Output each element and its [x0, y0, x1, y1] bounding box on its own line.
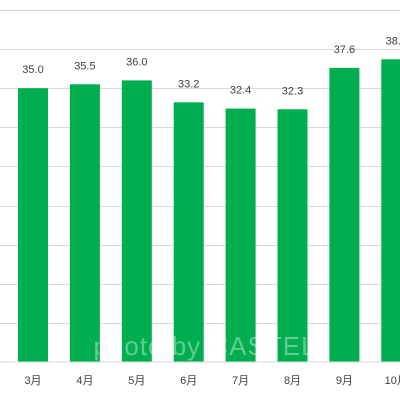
value-label-8: 38.7 — [386, 35, 400, 47]
bar-7 — [329, 67, 360, 363]
value-label-4: 33.2 — [178, 78, 199, 90]
x-tick-label-7: 9月 — [336, 375, 353, 387]
bars — [18, 59, 400, 363]
x-tick-label-3: 5月 — [128, 375, 145, 387]
x-tick-labels: 3月 4月 5月 6月 7月 8月 9月 10月 — [24, 375, 400, 387]
x-tick-label-5: 7月 — [232, 375, 249, 387]
x-tick-label-2: 4月 — [76, 375, 93, 387]
value-label-7: 37.6 — [334, 44, 355, 56]
watermark-text: photo by CASTEL — [93, 331, 316, 361]
bar-4 — [173, 102, 204, 363]
value-label-6: 32.3 — [282, 85, 303, 97]
bar-5 — [225, 108, 256, 362]
bar-8 — [381, 59, 400, 363]
value-label-3: 36.0 — [126, 56, 147, 68]
value-label-2: 35.5 — [74, 60, 95, 72]
value-label-1: 35.0 — [22, 64, 43, 76]
value-labels: 35.0 35.5 36.0 33.2 32.4 32.3 37.6 38.7 — [22, 35, 400, 97]
bar-3 — [121, 80, 152, 363]
x-tick-label-8: 10月 — [385, 375, 400, 387]
bar-1 — [18, 88, 48, 362]
bar-6 — [277, 109, 308, 362]
x-tick-label-1: 3月 — [24, 375, 41, 387]
value-label-5: 32.4 — [230, 85, 251, 97]
bar-2 — [69, 84, 100, 363]
x-tick-label-6: 8月 — [284, 375, 301, 387]
x-tick-label-4: 6月 — [180, 375, 197, 387]
